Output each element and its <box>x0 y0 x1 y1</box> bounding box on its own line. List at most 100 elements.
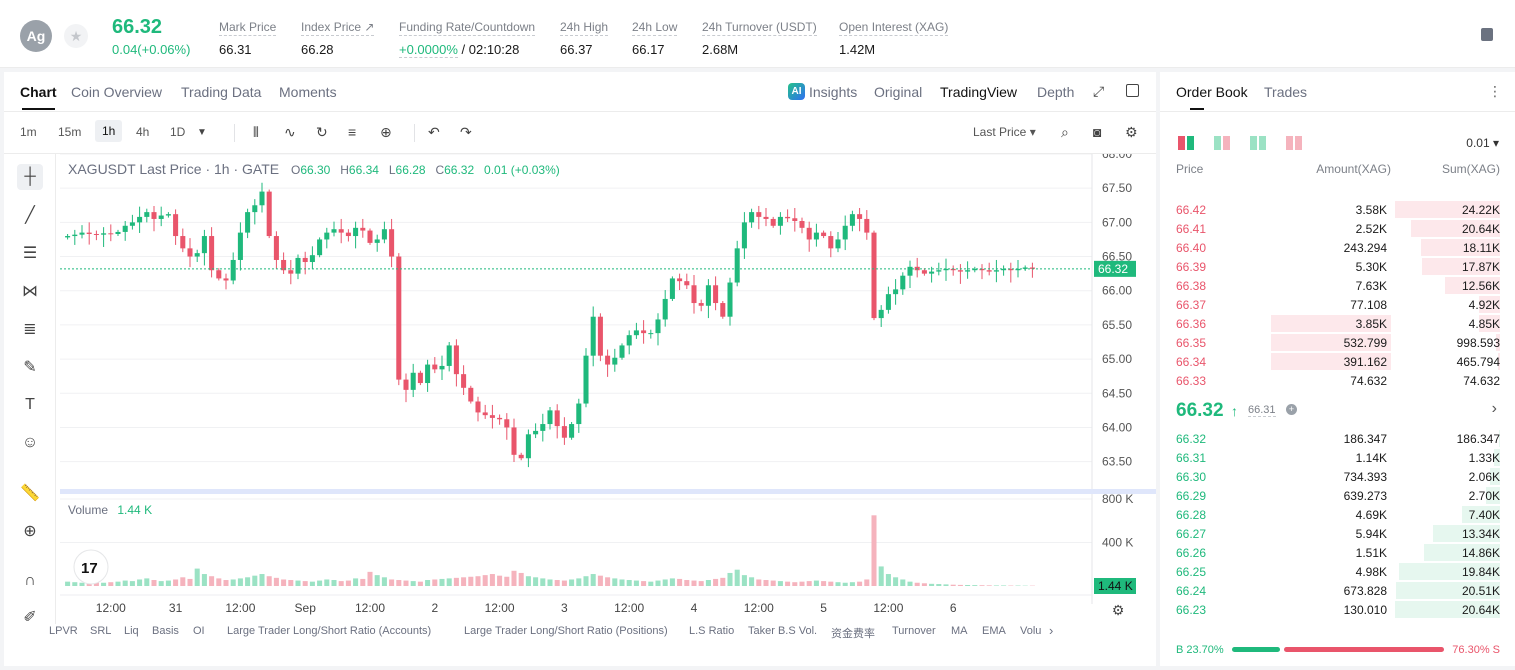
precision-select[interactable]: 0.01 ▾ <box>1466 136 1499 150</box>
indicator-item[interactable]: Basis <box>152 625 179 637</box>
ask-row[interactable]: 66.38 7.63K 12.56K <box>1160 276 1515 295</box>
ask-row[interactable]: 66.37 77.108 4.92K <box>1160 295 1515 314</box>
ask-row[interactable]: 66.34 391.162 465.794 <box>1160 352 1515 371</box>
candle-body <box>266 191 272 237</box>
ask-row[interactable]: 66.36 3.85K 4.85K <box>1160 314 1515 333</box>
trend-line-icon[interactable]: ╱ <box>25 207 35 224</box>
candle-body <box>252 205 258 213</box>
tradingview-logo[interactable] <box>73 549 109 585</box>
brush-icon[interactable]: ✎ <box>23 359 37 376</box>
templates-icon[interactable]: ≡ <box>348 124 357 140</box>
ask-row[interactable]: 66.35 532.799 998.593 <box>1160 333 1515 352</box>
tab-trades[interactable]: Trades <box>1264 84 1308 100</box>
timeframe-1d[interactable]: 1D <box>170 125 186 139</box>
book-view-asks-icon[interactable] <box>1286 136 1302 150</box>
indicator-item[interactable]: Turnover <box>892 625 936 637</box>
bid-row[interactable]: 66.26 1.51K 14.86K <box>1160 543 1515 562</box>
bid-row[interactable]: 66.27 5.94K 13.34K <box>1160 524 1515 543</box>
magnet-icon[interactable]: ∩ <box>24 572 36 589</box>
tab-order-book[interactable]: Order Book <box>1176 84 1248 110</box>
fib-icon[interactable]: ≣ <box>23 321 37 338</box>
camera-icon[interactable]: ◙ <box>1093 124 1102 140</box>
scroll-right-icon[interactable]: › <box>1049 623 1054 638</box>
bid-row[interactable]: 66.28 4.69K 7.40K <box>1160 505 1515 524</box>
indicator-item[interactable]: Large Trader Long/Short Ratio (Accounts) <box>227 625 432 637</box>
indicator-item[interactable]: 资金费率 <box>831 628 875 640</box>
indicator-item[interactable]: Large Trader Long/Short Ratio (Positions… <box>464 625 668 637</box>
timeframe-15m[interactable]: 15m <box>58 125 82 139</box>
ask-row[interactable]: 66.40 243.294 18.11K <box>1160 238 1515 257</box>
window-icon[interactable] <box>1126 84 1139 97</box>
view-original[interactable]: Original <box>874 84 923 100</box>
redo-icon[interactable]: ↷ <box>460 124 472 140</box>
candle-body <box>612 357 618 365</box>
indicators-icon[interactable]: ∿ <box>284 124 296 140</box>
bid-row[interactable]: 66.31 1.14K 1.33K <box>1160 448 1515 467</box>
chevron-right-icon[interactable]: › <box>1491 400 1497 417</box>
pattern-icon[interactable]: ⋈ <box>22 283 38 300</box>
timeframe-1h[interactable]: 1h <box>95 120 123 142</box>
tab-moments[interactable]: Moments <box>279 84 337 100</box>
search-icon[interactable]: ⌕ <box>1061 124 1069 140</box>
pane-separator[interactable] <box>60 489 1156 494</box>
candle-type-icon[interactable]: ⫴ <box>253 124 259 140</box>
emoji-icon[interactable]: ☺ <box>21 434 39 451</box>
pencil-lock-icon[interactable]: ✐ <box>23 609 37 626</box>
timeframe-dropdown-icon[interactable]: ▼ <box>197 127 207 138</box>
indicator-item[interactable]: Volu <box>1020 625 1042 637</box>
ask-row[interactable]: 66.42 3.58K 24.22K <box>1160 200 1515 219</box>
horizontal-lines-icon[interactable]: ☰ <box>22 245 38 262</box>
ruler-icon[interactable]: 📏 <box>20 485 40 502</box>
stat-index-price[interactable]: Index Price ↗ 66.28 <box>301 20 375 57</box>
candle-body <box>1029 267 1035 269</box>
book-view-split-icon[interactable] <box>1214 136 1230 150</box>
tab-trading-data[interactable]: Trading Data <box>181 84 262 100</box>
indicator-item[interactable]: LPVR <box>49 625 78 637</box>
ask-row[interactable]: 66.41 2.52K 20.64K <box>1160 219 1515 238</box>
book-view-bids-icon[interactable] <box>1250 136 1266 150</box>
crosshair-icon[interactable]: ┼ <box>17 164 43 190</box>
view-depth[interactable]: Depth <box>1037 84 1075 100</box>
more-options-icon[interactable]: ⋮ <box>1488 83 1502 99</box>
bid-row[interactable]: 66.25 4.98K 19.84K <box>1160 562 1515 581</box>
indicator-item[interactable]: Taker B.S Vol. <box>748 625 818 637</box>
tab-chart[interactable]: Chart <box>20 84 57 110</box>
x-tick-label: 3 <box>561 601 568 615</box>
expand-icon[interactable]: ⤢ <box>1093 83 1105 99</box>
y-tick-label: 66.50 <box>1102 250 1132 264</box>
bid-row[interactable]: 66.23 130.010 20.64K <box>1160 600 1515 619</box>
indicator-item[interactable]: MA <box>951 625 968 637</box>
timeframe-1m[interactable]: 1m <box>20 125 37 139</box>
ask-row[interactable]: 66.39 5.30K 17.87K <box>1160 257 1515 276</box>
ask-row[interactable]: 66.33 74.632 74.632 <box>1160 371 1515 390</box>
bid-row[interactable]: 66.32 186.347 186.347 <box>1160 429 1515 448</box>
volume-bar <box>835 582 841 586</box>
indicator-item[interactable]: SRL <box>90 625 112 637</box>
add-alert-icon[interactable]: ⊕ <box>380 124 392 140</box>
indicator-item[interactable]: L.S Ratio <box>689 625 735 637</box>
indicator-item[interactable]: OI <box>193 625 205 637</box>
price-chart[interactable]: 68.00 67.50 67.00 66.50 66.00 65.50 65.00 64.50… <box>60 154 1156 624</box>
indicator-item[interactable]: EMA <box>982 625 1006 637</box>
undo-icon[interactable]: ↶ <box>428 124 440 140</box>
timeframe-4h[interactable]: 4h <box>136 125 150 139</box>
price-type-select[interactable]: Last Price ▾ <box>973 125 1036 139</box>
indicator-item[interactable]: Liq <box>124 625 139 637</box>
refresh-icon[interactable]: ↻ <box>316 124 328 140</box>
volume-bar <box>936 584 942 586</box>
guide-book-icon[interactable] <box>1481 28 1493 41</box>
zoom-in-icon[interactable]: ⊕ <box>23 523 37 540</box>
volume-bar <box>158 581 164 586</box>
tab-coin-overview[interactable]: Coin Overview <box>71 84 163 100</box>
favorite-star-icon[interactable]: ★ <box>64 24 88 48</box>
view-tradingview[interactable]: TradingView <box>940 84 1018 100</box>
candle-body <box>756 212 762 217</box>
view-insights[interactable]: Insights <box>809 84 858 100</box>
book-view-both-icon[interactable] <box>1178 136 1194 150</box>
bid-row[interactable]: 66.24 673.828 20.51K <box>1160 581 1515 600</box>
settings-gear-icon[interactable]: ⚙ <box>1125 124 1138 140</box>
candle-body <box>216 270 222 279</box>
text-tool-icon[interactable]: T <box>25 396 35 413</box>
bid-row[interactable]: 66.29 639.273 2.70K <box>1160 486 1515 505</box>
bid-row[interactable]: 66.30 734.393 2.06K <box>1160 467 1515 486</box>
